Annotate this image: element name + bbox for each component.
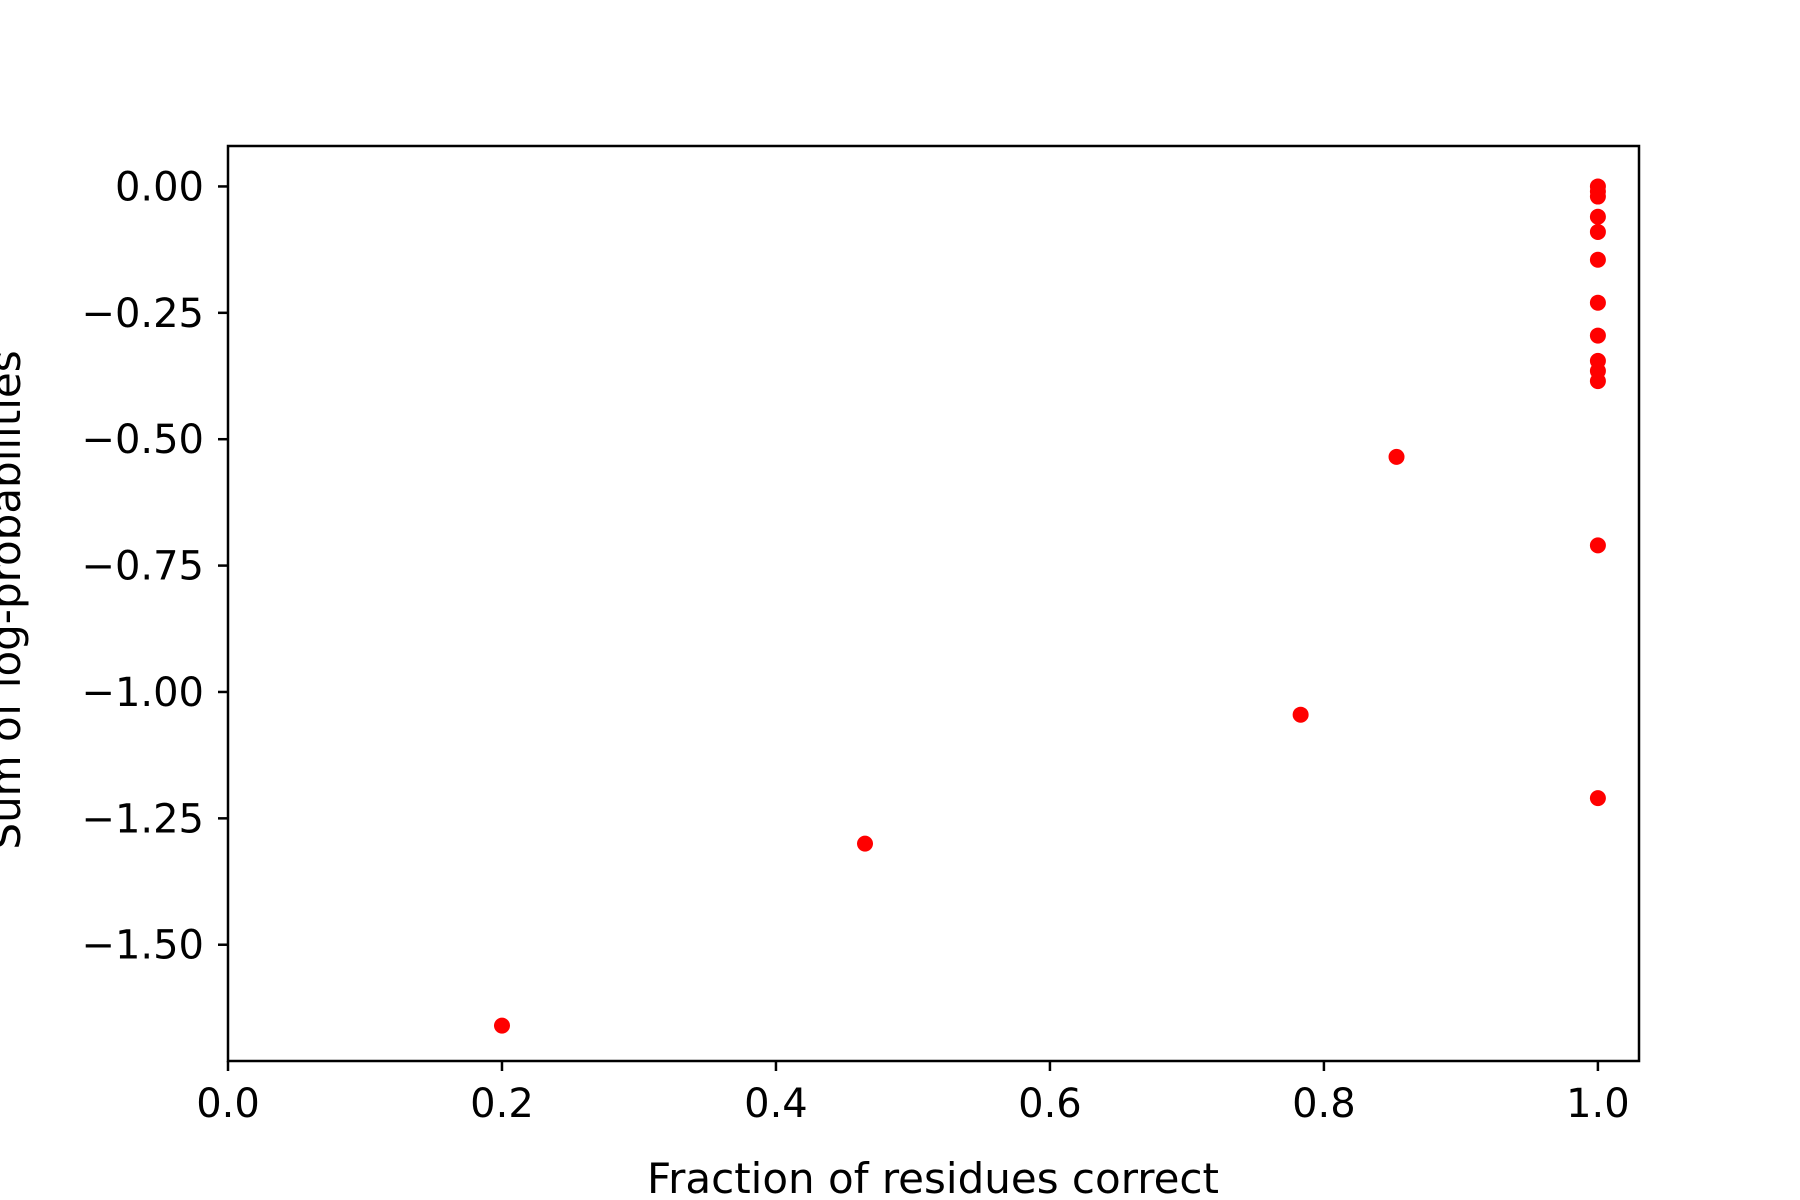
data-point: [1589, 373, 1606, 390]
x-tick-label: 0.2: [470, 1081, 534, 1127]
data-point: [1589, 327, 1606, 344]
data-point: [1589, 188, 1606, 205]
data-point: [1292, 706, 1309, 723]
x-tick-label: 0.8: [1292, 1081, 1356, 1127]
data-points: [493, 178, 1606, 1034]
x-tick-label: 0.0: [196, 1081, 260, 1127]
y-tick-label: −1.25: [81, 796, 204, 842]
data-point: [1589, 251, 1606, 268]
data-point: [1589, 537, 1606, 554]
x-axis: 0.0 0.2 0.4 0.6 0.8 1.0: [196, 1061, 1630, 1127]
data-point: [1589, 223, 1606, 240]
y-tick-label: 0.00: [115, 164, 204, 210]
y-axis: 0.00 −0.25 −0.50 −0.75 −1.00 −1.25 −1.50: [81, 164, 228, 969]
x-tick-label: 0.4: [744, 1081, 808, 1127]
x-tick-label: 1.0: [1566, 1081, 1630, 1127]
data-point: [1589, 294, 1606, 311]
y-axis-label: Sum of log-probabilities: [0, 350, 30, 849]
data-point: [1388, 448, 1405, 465]
data-point: [1589, 790, 1606, 807]
y-tick-label: −0.25: [81, 291, 204, 337]
x-axis-label: Fraction of residues correct: [647, 1154, 1219, 1200]
plot-frame: [226, 144, 1641, 1063]
data-point: [1589, 208, 1606, 225]
x-tick-label: 0.6: [1018, 1081, 1082, 1127]
y-tick-label: −1.00: [81, 670, 204, 716]
y-tick-label: −1.50: [81, 923, 204, 969]
data-point: [857, 835, 874, 852]
y-tick-label: −0.75: [81, 544, 204, 590]
y-tick-label: −0.50: [81, 417, 204, 463]
data-point: [493, 1017, 510, 1034]
